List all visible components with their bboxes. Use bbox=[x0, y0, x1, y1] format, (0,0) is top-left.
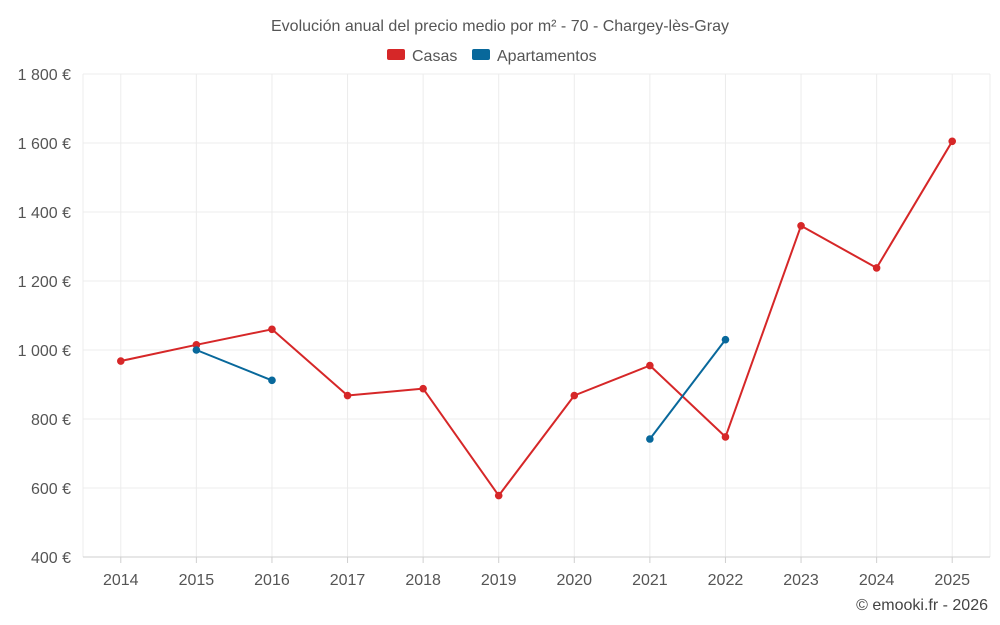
y-tick-label: 400 € bbox=[31, 550, 71, 567]
data-point-casas[interactable] bbox=[948, 137, 957, 146]
data-point-casas[interactable] bbox=[797, 222, 805, 230]
data-point-apartamentos[interactable] bbox=[646, 435, 654, 443]
x-tick-label: 2020 bbox=[556, 572, 592, 589]
data-point-apartamentos[interactable] bbox=[268, 376, 276, 385]
legend-swatch-apartamentos bbox=[472, 49, 490, 60]
x-tick-label: 2014 bbox=[103, 572, 139, 589]
y-tick-label: 1 000 € bbox=[18, 343, 71, 360]
data-point-casas[interactable] bbox=[570, 391, 579, 400]
data-point-casas[interactable] bbox=[494, 491, 503, 500]
y-tick-label: 1 800 € bbox=[18, 67, 71, 84]
data-point-casas[interactable] bbox=[343, 391, 352, 400]
series-line-apartamentos bbox=[196, 349, 273, 382]
chart-title: Evolución anual del precio medio por m² … bbox=[271, 18, 729, 35]
legend-label-apartamentos: Apartamentos bbox=[497, 48, 597, 65]
legend-item-casas[interactable]: Casas bbox=[387, 48, 457, 65]
y-tick-label: 1 200 € bbox=[18, 274, 71, 291]
legend-swatch-casas bbox=[387, 49, 405, 60]
series-apartamentos bbox=[192, 335, 730, 443]
y-tick-label: 1 600 € bbox=[18, 136, 71, 153]
data-point-apartamentos[interactable] bbox=[721, 335, 730, 344]
x-tick-label: 2018 bbox=[405, 572, 441, 589]
x-tick-label: 2023 bbox=[783, 572, 819, 589]
axes bbox=[83, 556, 990, 563]
x-tick-label: 2019 bbox=[481, 572, 517, 589]
x-tick-label: 2017 bbox=[330, 572, 366, 589]
x-tick-label: 2025 bbox=[934, 572, 970, 589]
legend: Casas Apartamentos bbox=[387, 48, 597, 65]
y-tick-label: 600 € bbox=[31, 481, 71, 498]
data-point-casas[interactable] bbox=[419, 384, 427, 393]
data-point-casas[interactable] bbox=[721, 433, 730, 441]
series-line-apartamentos bbox=[649, 338, 727, 440]
series-casas bbox=[116, 137, 957, 500]
x-tick-label: 2024 bbox=[859, 572, 895, 589]
y-tick-label: 1 400 € bbox=[18, 205, 71, 222]
x-tick-label: 2015 bbox=[179, 572, 215, 589]
data-point-casas[interactable] bbox=[646, 361, 654, 370]
x-tick-label: 2021 bbox=[632, 572, 668, 589]
x-axis-ticks: 2014 2015 2016 2017 2018 2019 2020 2021 2022 2023… bbox=[103, 572, 970, 589]
y-tick-label: 800 € bbox=[31, 412, 71, 429]
data-point-casas[interactable] bbox=[268, 325, 276, 334]
legend-label-casas: Casas bbox=[412, 48, 457, 65]
y-axis-ticks: 400 € 600 € 800 € 1 000 € 1 200 € 1 400 € 1 60… bbox=[18, 67, 71, 567]
grid bbox=[82, 73, 991, 557]
data-point-casas[interactable] bbox=[872, 264, 881, 272]
legend-item-apartamentos[interactable]: Apartamentos bbox=[472, 48, 597, 65]
x-tick-label: 2016 bbox=[254, 572, 290, 589]
data-point-casas[interactable] bbox=[116, 357, 125, 365]
series-line-casas bbox=[120, 140, 954, 497]
series bbox=[116, 137, 957, 500]
data-point-apartamentos[interactable] bbox=[192, 346, 201, 354]
credit-text: © emooki.fr - 2026 bbox=[856, 597, 988, 614]
x-tick-label: 2022 bbox=[708, 572, 744, 589]
